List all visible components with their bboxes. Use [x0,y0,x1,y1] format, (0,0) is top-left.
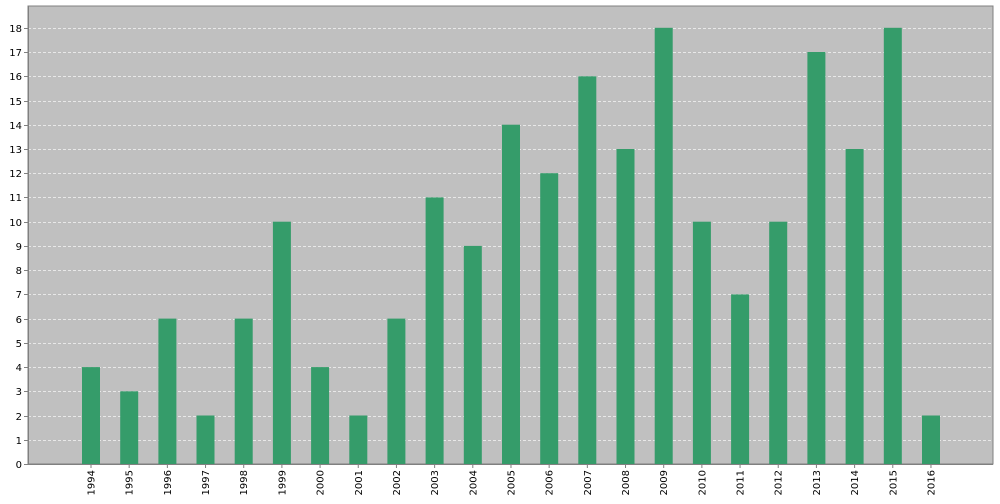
bar [120,391,139,464]
bar [616,149,635,464]
bar [349,415,368,464]
bar [196,415,215,464]
x-tick-label: 2004 [468,470,479,495]
y-tick-label: 9 [16,242,22,253]
y-tick-label: 1 [16,436,22,447]
y-tick-label: 18 [9,24,22,35]
bar [845,149,864,464]
bar [82,367,100,464]
y-tick-label: 7 [16,290,22,301]
bar [234,318,253,464]
bar [502,124,520,464]
x-tick-label: 2012 [774,470,785,495]
x-tick-label: 2001 [354,470,365,495]
y-tick-label: 4 [16,363,22,374]
y-tick-label: 8 [16,266,22,277]
x-tick-label: 2015 [888,470,899,495]
y-tick-label: 2 [16,412,22,423]
y-tick-label: 6 [16,315,22,326]
x-tick-label: 2005 [507,470,518,495]
bar [311,367,330,464]
bar [463,245,482,464]
bar [922,415,940,464]
y-tick-label: 0 [16,460,22,471]
x-tick-label: 2014 [850,470,861,495]
bar [769,221,788,464]
x-tick-label: 2003 [430,470,441,495]
y-tick-label: 13 [9,145,22,156]
x-tick-label: 2002 [392,470,403,495]
x-tick-label: 1998 [239,470,250,495]
x-tick-label: 2008 [621,470,632,495]
y-tick-label: 17 [9,48,22,59]
bar [807,52,826,464]
x-tick-label: 2007 [583,470,594,495]
bar [578,76,597,465]
bar [731,294,750,464]
y-tick-label: 10 [9,218,22,229]
y-tick-label: 16 [9,72,22,83]
bar [272,221,291,464]
y-tick-label: 11 [9,193,22,204]
y-tick-label: 5 [16,339,22,350]
bar [692,221,711,464]
x-tick-label: 2010 [697,470,708,495]
x-tick-label: 1999 [277,470,288,495]
bar [654,27,673,465]
bar [387,318,406,464]
y-tick-label: 3 [16,387,22,398]
x-tick-label: 2006 [545,470,556,495]
x-tick-label: 2009 [659,470,670,495]
x-tick-label: 1997 [201,470,212,495]
bar [883,27,902,465]
y-tick-label: 12 [9,169,22,180]
x-tick-label: 1995 [125,470,136,495]
x-tick-label: 2000 [316,470,327,495]
x-tick-label: 1996 [163,470,174,495]
bar [425,197,444,464]
y-tick-label: 15 [9,97,22,108]
x-tick-label: 2016 [927,470,938,495]
bar [540,173,559,464]
x-tick-label: 2013 [812,470,823,495]
y-tick-label: 14 [9,121,22,132]
x-tick-label: 2011 [736,470,747,495]
bar [158,318,177,464]
x-tick-label: 1994 [87,470,98,495]
